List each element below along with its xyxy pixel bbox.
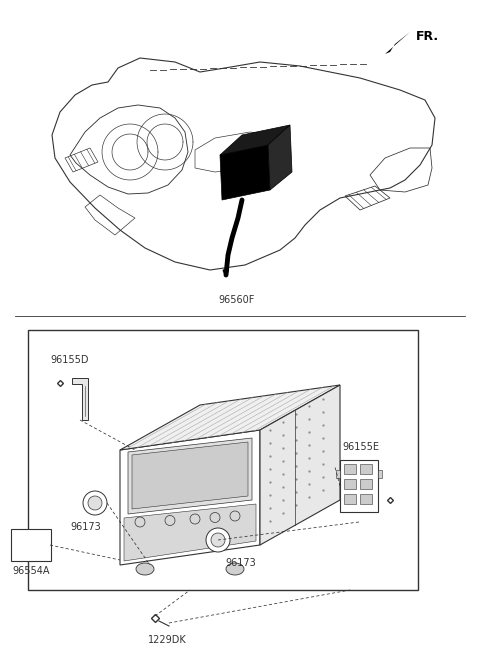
Bar <box>378 470 382 478</box>
Polygon shape <box>120 430 260 565</box>
Polygon shape <box>220 125 290 155</box>
Bar <box>344 479 356 489</box>
Bar <box>340 460 378 512</box>
Text: 96554A: 96554A <box>12 566 49 576</box>
Polygon shape <box>132 442 248 509</box>
Polygon shape <box>124 504 256 561</box>
Polygon shape <box>128 438 252 514</box>
Text: 96560F: 96560F <box>219 295 255 305</box>
Text: 96155D: 96155D <box>50 355 88 365</box>
Text: 96173: 96173 <box>225 558 256 568</box>
Polygon shape <box>220 145 270 200</box>
FancyBboxPatch shape <box>11 529 51 561</box>
Bar <box>360 494 372 504</box>
Polygon shape <box>268 125 292 190</box>
Polygon shape <box>260 385 340 545</box>
Ellipse shape <box>136 563 154 575</box>
Circle shape <box>206 528 230 552</box>
Bar <box>344 494 356 504</box>
Polygon shape <box>72 378 88 420</box>
Circle shape <box>83 491 107 515</box>
Polygon shape <box>120 385 340 450</box>
Bar <box>28 330 418 590</box>
Text: 96173: 96173 <box>70 522 101 532</box>
Circle shape <box>88 496 102 510</box>
Ellipse shape <box>226 563 244 575</box>
Text: 1229DK: 1229DK <box>148 635 187 645</box>
Circle shape <box>211 533 225 547</box>
Bar <box>336 470 340 478</box>
Bar <box>344 464 356 474</box>
Text: FR.: FR. <box>416 30 439 43</box>
Bar <box>360 479 372 489</box>
Bar <box>360 464 372 474</box>
Polygon shape <box>385 32 410 54</box>
Text: 96155E: 96155E <box>342 442 379 452</box>
